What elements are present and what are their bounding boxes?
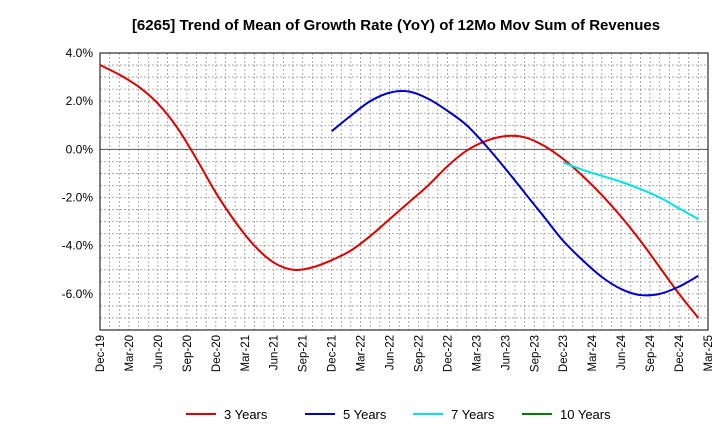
legend-label-7-years: 7 Years — [451, 407, 495, 422]
x-tick-label: Jun-21 — [269, 335, 281, 370]
x-tick-label: Dec-24 — [674, 334, 686, 372]
x-tick-label: Mar-25 — [703, 335, 715, 371]
x-tick-label: Jun-22 — [385, 335, 397, 370]
x-tick-label: Mar-21 — [240, 335, 252, 371]
y-tick-label: -6.0% — [62, 287, 94, 301]
x-tick-label: Mar-22 — [356, 335, 368, 371]
y-tick-label: 0.0% — [66, 142, 94, 156]
x-tick-label: Dec-21 — [327, 335, 339, 372]
x-tick-label: Sep-20 — [182, 335, 194, 372]
x-axis-ticks: Dec-19 Mar-20 Jun-20 Sep-20 Dec-20 Mar-21 Jun-… — [95, 334, 715, 372]
series-line-3-years — [99, 64, 700, 319]
legend-label-5-years: 5 Years — [343, 407, 387, 422]
x-tick-label: Dec-20 — [211, 335, 223, 372]
x-tick-label: Sep-22 — [413, 335, 425, 372]
y-tick-label: -4.0% — [62, 239, 94, 253]
legend-label-10-years: 10 Years — [560, 407, 611, 422]
x-tick-label: Dec-19 — [95, 335, 107, 372]
x-tick-label: Dec-23 — [558, 335, 570, 372]
x-tick-label: Mar-20 — [124, 335, 136, 371]
y-tick-label: 2.0% — [66, 94, 94, 108]
series-lines — [99, 64, 700, 319]
plot-area — [99, 52, 709, 331]
x-tick-label: Mar-23 — [471, 335, 483, 371]
x-tick-label: Sep-23 — [529, 335, 541, 372]
x-tick-label: Jun-20 — [153, 335, 165, 370]
x-tick-label: Sep-24 — [645, 334, 657, 372]
chart-title: [6265] Trend of Mean of Growth Rate (YoY… — [132, 17, 660, 34]
grid-lines — [100, 53, 708, 330]
x-tick-label: Mar-24 — [587, 334, 599, 371]
x-tick-label: Jun-23 — [500, 335, 512, 370]
x-tick-label: Sep-21 — [298, 335, 310, 372]
series-line-5-years — [330, 90, 699, 297]
series-line-7-years — [562, 161, 699, 221]
y-tick-label: -2.0% — [62, 191, 94, 205]
x-tick-label: Jun-24 — [616, 334, 628, 370]
x-tick-label: Dec-22 — [442, 335, 454, 372]
y-axis-ticks: 4.0% 2.0% 0.0% -2.0% -4.0% -6.0% — [62, 46, 94, 301]
legend: 3 Years 5 Years 7 Years 10 Years — [186, 407, 611, 422]
y-tick-label: 4.0% — [66, 46, 94, 60]
legend-label-3-years: 3 Years — [224, 407, 268, 422]
